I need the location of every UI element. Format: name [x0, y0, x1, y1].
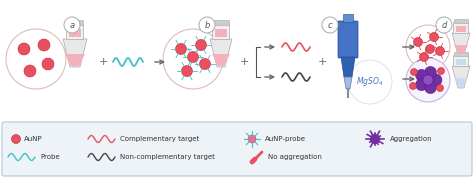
Text: Probe: Probe — [40, 154, 60, 160]
Circle shape — [11, 135, 20, 144]
Text: Aggregation: Aggregation — [390, 136, 433, 142]
Circle shape — [426, 44, 435, 53]
Circle shape — [64, 17, 80, 33]
Text: c: c — [328, 21, 332, 30]
Circle shape — [406, 58, 450, 102]
Text: Complementary target: Complementary target — [120, 136, 199, 142]
Text: AuNP-probe: AuNP-probe — [265, 136, 306, 142]
Circle shape — [348, 60, 392, 104]
Polygon shape — [63, 39, 87, 67]
Circle shape — [182, 65, 192, 76]
Bar — [215, 29, 227, 37]
Circle shape — [410, 82, 417, 90]
Bar — [454, 19, 468, 23]
Bar — [456, 26, 466, 32]
Text: MgSO$_4$: MgSO$_4$ — [356, 76, 384, 88]
Bar — [454, 52, 468, 56]
FancyBboxPatch shape — [454, 56, 468, 67]
Text: a: a — [69, 21, 74, 30]
Circle shape — [436, 17, 452, 33]
Polygon shape — [65, 54, 85, 66]
Text: +: + — [98, 57, 108, 67]
Bar — [213, 20, 229, 25]
FancyBboxPatch shape — [212, 24, 229, 39]
Bar — [69, 29, 81, 37]
Circle shape — [370, 134, 380, 144]
Polygon shape — [452, 66, 470, 88]
Circle shape — [416, 79, 428, 91]
Polygon shape — [341, 57, 355, 77]
Polygon shape — [454, 78, 468, 87]
Circle shape — [425, 82, 437, 94]
Text: b: b — [204, 21, 210, 30]
Circle shape — [18, 43, 30, 55]
Circle shape — [188, 52, 199, 62]
Text: Non-complementary target: Non-complementary target — [120, 154, 215, 160]
Circle shape — [430, 74, 442, 86]
Circle shape — [200, 59, 210, 70]
Circle shape — [416, 69, 428, 81]
Bar — [343, 14, 353, 22]
Text: AuNP: AuNP — [24, 136, 43, 142]
FancyBboxPatch shape — [338, 21, 358, 58]
Circle shape — [24, 65, 36, 77]
Circle shape — [199, 17, 215, 33]
Text: d: d — [441, 21, 447, 30]
Circle shape — [42, 58, 54, 70]
Circle shape — [6, 29, 66, 89]
Circle shape — [195, 39, 207, 50]
Bar — [67, 20, 83, 25]
Polygon shape — [452, 33, 470, 55]
Circle shape — [410, 68, 418, 76]
Circle shape — [406, 25, 450, 69]
Circle shape — [175, 44, 186, 55]
Circle shape — [437, 84, 444, 92]
Circle shape — [163, 29, 223, 89]
FancyBboxPatch shape — [66, 24, 83, 39]
Polygon shape — [344, 77, 352, 89]
Circle shape — [425, 66, 437, 78]
Text: +: + — [317, 57, 327, 67]
Circle shape — [248, 135, 256, 143]
Bar — [456, 59, 466, 65]
Polygon shape — [212, 54, 230, 66]
FancyBboxPatch shape — [454, 22, 468, 33]
Circle shape — [38, 39, 50, 51]
Polygon shape — [210, 39, 232, 67]
Circle shape — [413, 38, 422, 47]
Text: +: + — [239, 57, 249, 67]
Circle shape — [419, 53, 428, 61]
Circle shape — [322, 17, 338, 33]
Circle shape — [429, 33, 438, 41]
Circle shape — [436, 47, 445, 56]
FancyBboxPatch shape — [2, 122, 472, 176]
Polygon shape — [454, 45, 468, 54]
Circle shape — [423, 75, 433, 85]
Text: No aggregation: No aggregation — [268, 154, 322, 160]
Circle shape — [438, 67, 445, 75]
